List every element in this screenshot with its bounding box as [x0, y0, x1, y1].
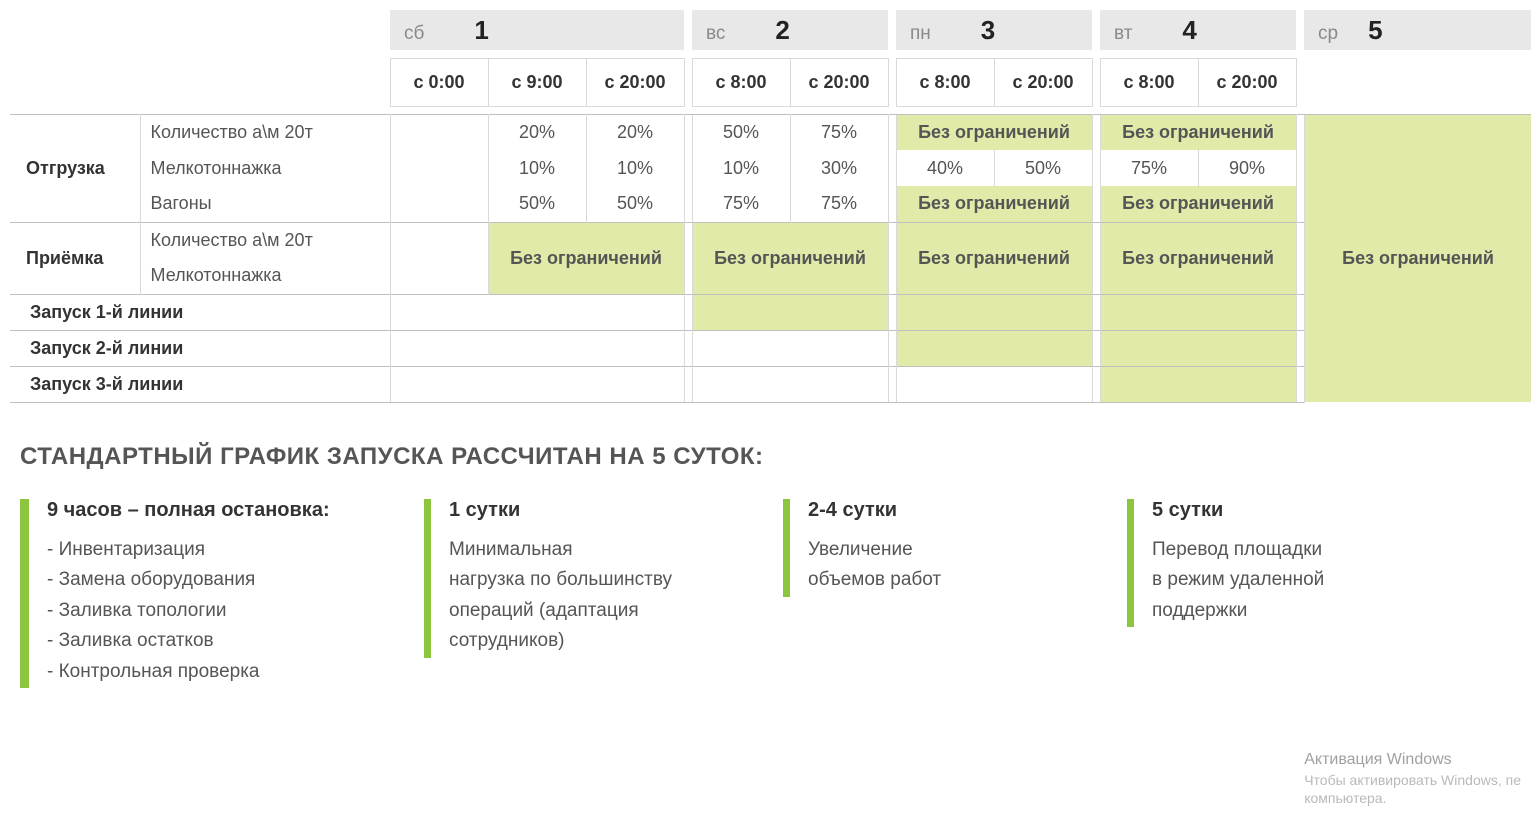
- time-cell: с 9:00: [488, 58, 586, 106]
- row-label: Запуск 2-й линии: [10, 330, 390, 366]
- day5-merged: Без ограничений: [1304, 114, 1531, 402]
- table-row: Запуск 2-й линии: [10, 330, 1531, 366]
- time-cell: с 20:00: [790, 58, 888, 106]
- time-cell: с 8:00: [1100, 58, 1198, 106]
- schedule-table: сб1 вс2 пн3 вт4 ср5 с 0:00 с 9:00 с 20:0…: [10, 10, 1531, 403]
- table-row: Запуск 1-й линии: [10, 294, 1531, 330]
- time-cell: с 20:00: [994, 58, 1092, 106]
- phase-body: Увеличение объемов работ: [808, 536, 1103, 595]
- row-label: Запуск 1-й линии: [10, 294, 390, 330]
- row-label: Мелкотоннажка: [140, 258, 390, 294]
- phase-body: - Инвентаризация - Замена оборудования -…: [47, 536, 400, 687]
- section-title: Отгрузка: [10, 114, 140, 222]
- time-cell: с 8:00: [896, 58, 994, 106]
- table-row: Запуск 3-й линии: [10, 366, 1531, 402]
- phase-title: 5 сутки: [1152, 499, 1447, 522]
- day-header-1: сб1: [390, 10, 684, 50]
- time-cell: с 20:00: [1198, 58, 1296, 106]
- time-cell: с 20:00: [586, 58, 684, 106]
- row-label: Запуск 3-й линии: [10, 366, 390, 402]
- phase-columns: 9 часов – полная остановка: - Инвентариз…: [10, 499, 1531, 689]
- row-label: Вагоны: [140, 186, 390, 222]
- table-row: Приёмка Количество а\м 20т Без ограничен…: [10, 222, 1531, 258]
- day-header-row: сб1 вс2 пн3 вт4 ср5: [10, 10, 1531, 50]
- day-header-3: пн3: [896, 10, 1092, 50]
- table-row: Отгрузка Количество а\м 20т 20% 20% 50% …: [10, 114, 1531, 150]
- table-row: Мелкотоннажка 10% 10% 10% 30% 40% 50% 75…: [10, 150, 1531, 186]
- phase-body: Перевод площадки в режим удаленной подде…: [1152, 536, 1447, 626]
- windows-activation-watermark: Активация Windows Чтобы активировать Win…: [1304, 750, 1521, 807]
- day-header-4: вт4: [1100, 10, 1296, 50]
- time-cell: с 8:00: [692, 58, 790, 106]
- phase-col-3: 2-4 сутки Увеличение объемов работ: [783, 499, 1103, 597]
- subtitle: СТАНДАРТНЫЙ ГРАФИК ЗАПУСКА РАССЧИТАН НА …: [20, 443, 1531, 471]
- phase-col-1: 9 часов – полная остановка: - Инвентариз…: [20, 499, 400, 689]
- day-header-2: вс2: [692, 10, 888, 50]
- phase-title: 9 часов – полная остановка:: [47, 499, 400, 522]
- section-title: Приёмка: [10, 222, 140, 294]
- time-cell: с 0:00: [390, 58, 488, 106]
- row-label: Количество а\м 20т: [140, 222, 390, 258]
- phase-title: 2-4 сутки: [808, 499, 1103, 522]
- row-label: Количество а\м 20т: [140, 114, 390, 150]
- row-label: Мелкотоннажка: [140, 150, 390, 186]
- table-row: Вагоны 50% 50% 75% 75% Без ограничений Б…: [10, 186, 1531, 222]
- phase-body: Минимальная нагрузка по большинству опер…: [449, 536, 759, 656]
- time-header-row: с 0:00 с 9:00 с 20:00 с 8:00 с 20:00 с 8…: [10, 58, 1531, 106]
- phase-col-4: 5 сутки Перевод площадки в режим удаленн…: [1127, 499, 1447, 628]
- day-header-5: ср5: [1304, 10, 1531, 50]
- phase-title: 1 сутки: [449, 499, 759, 522]
- phase-col-2: 1 сутки Минимальная нагрузка по большинс…: [424, 499, 759, 658]
